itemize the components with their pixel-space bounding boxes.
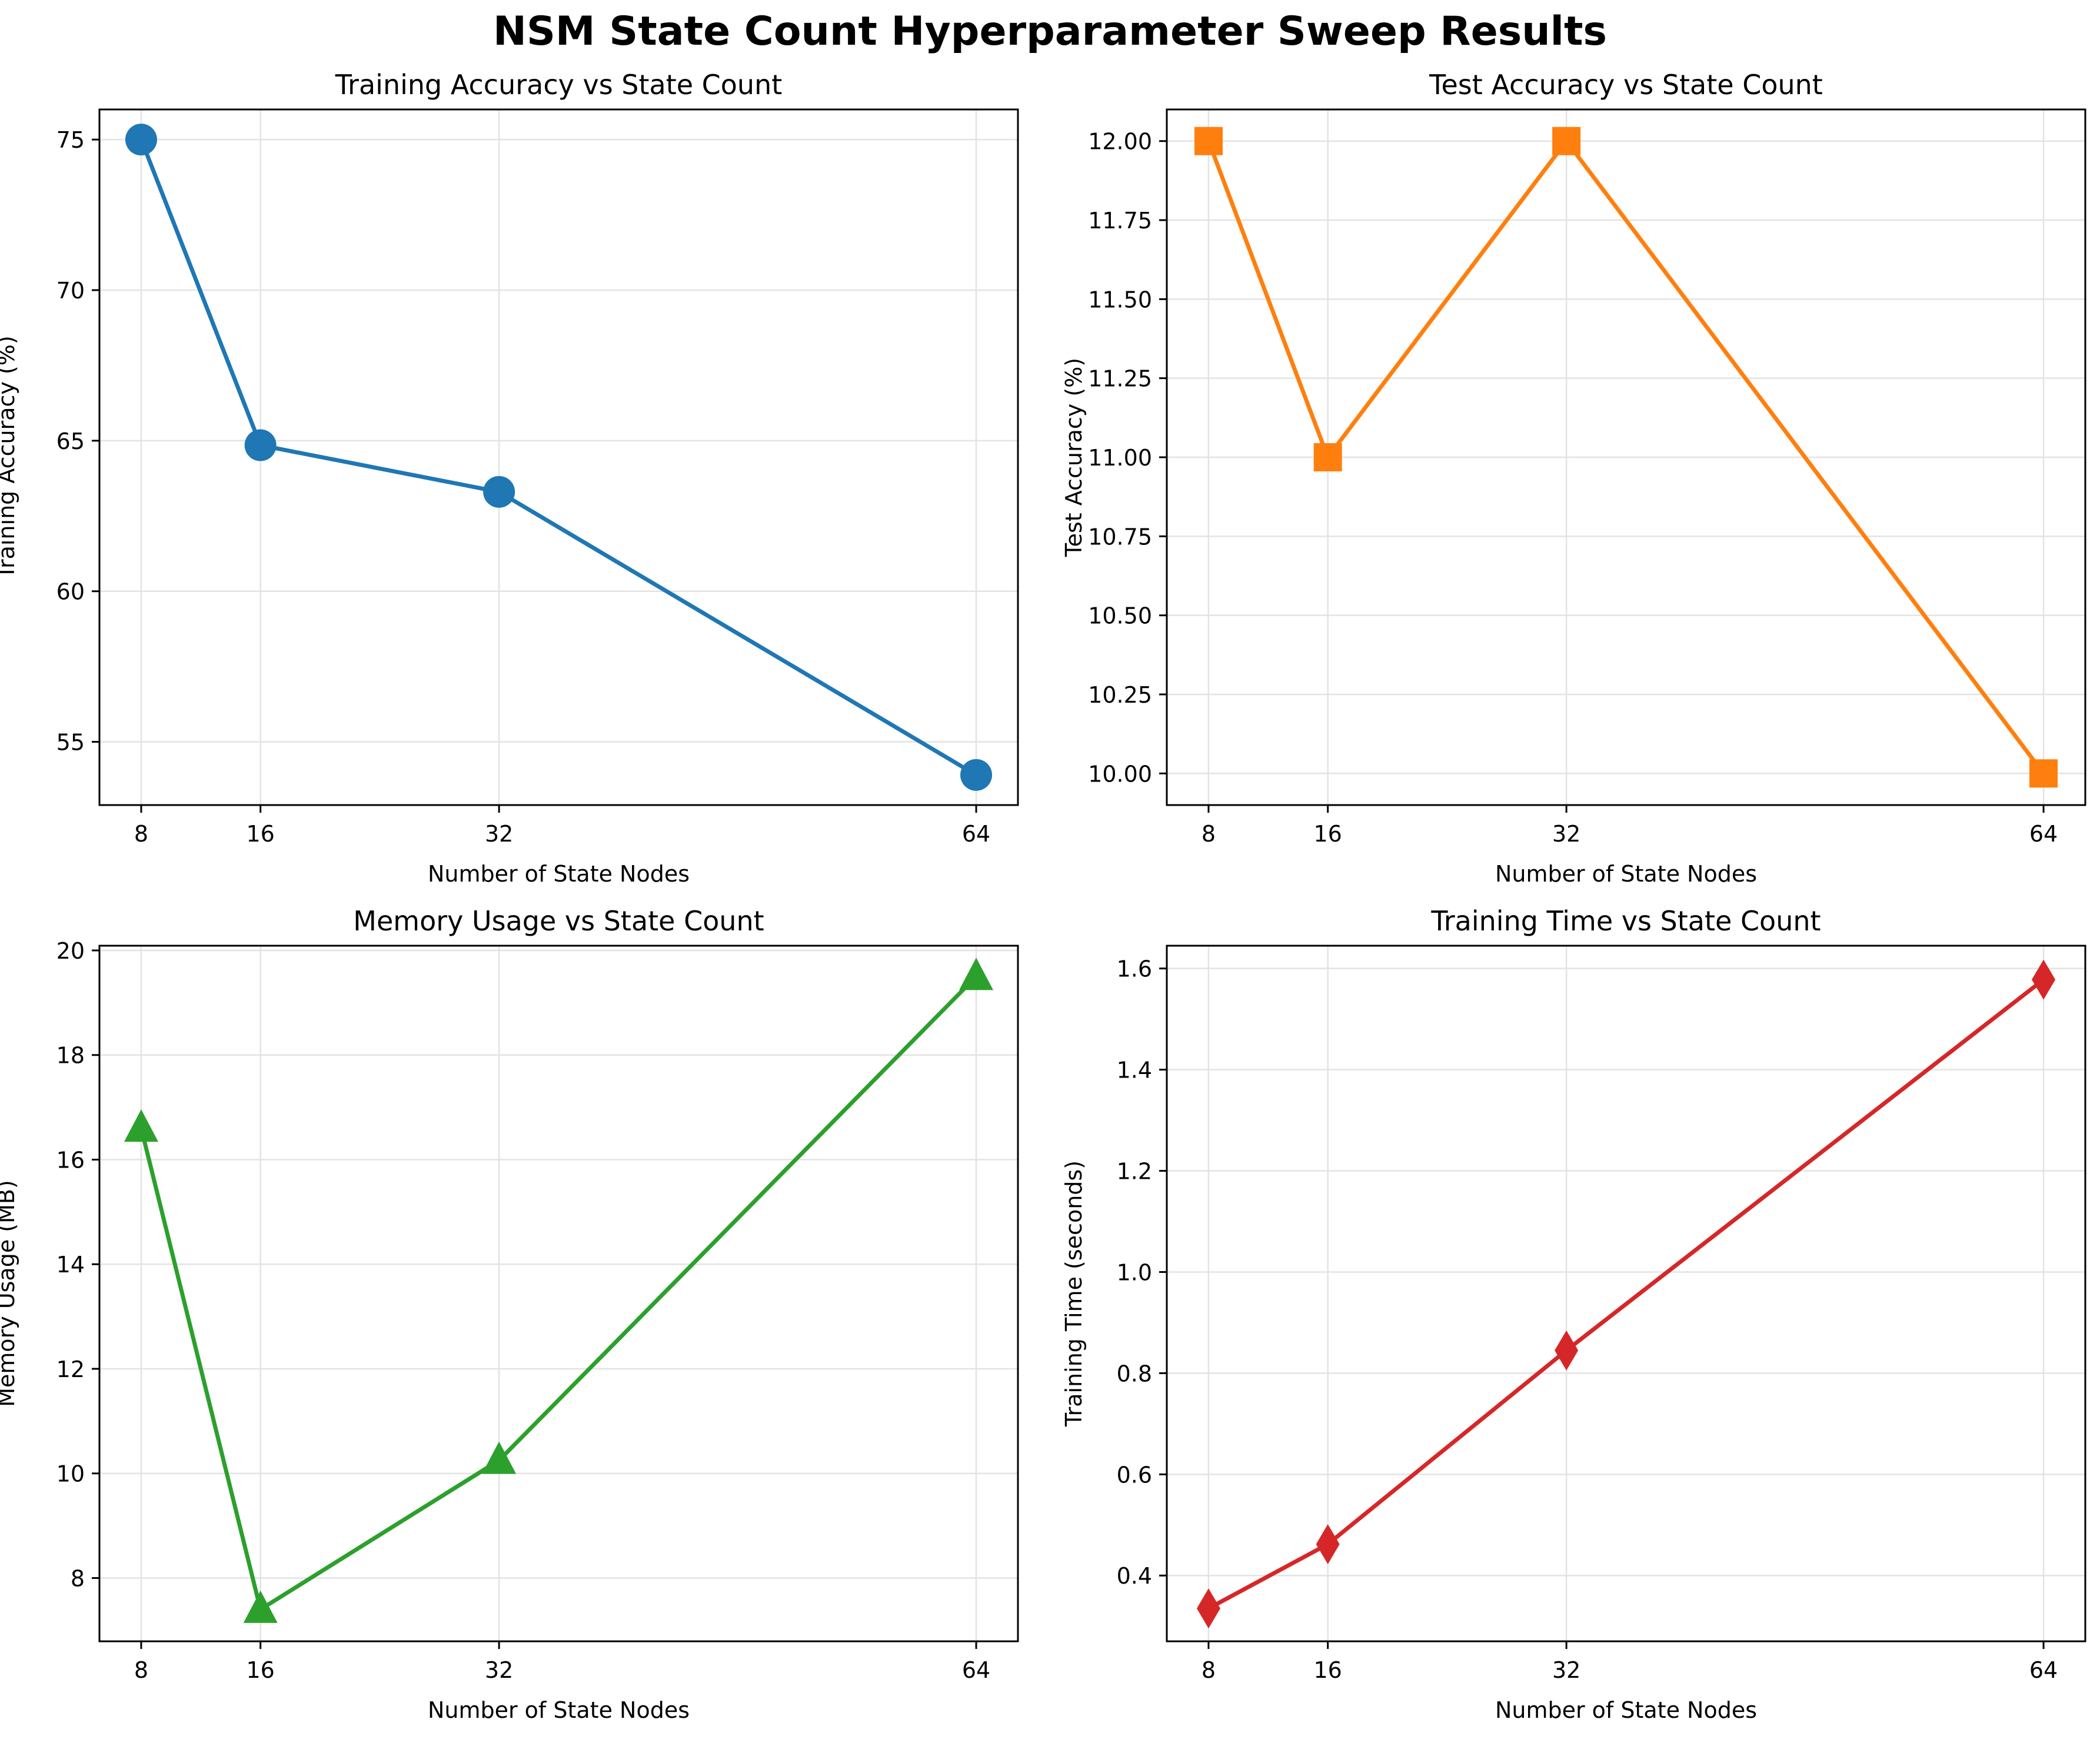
x-axis-label: Number of State Nodes [428,861,690,887]
y-axis-label: Test Accuracy (%) [1061,358,1087,557]
figure-title: NSM State Count Hyperparameter Sweep Res… [493,8,1607,55]
x-tick-label: 16 [1314,1657,1342,1683]
y-tick-label: 11.00 [1088,445,1152,471]
axes-frame [1166,945,2086,1642]
data-point [482,1441,517,1474]
y-tick-label: 65 [56,428,85,454]
data-point [244,429,277,461]
y-tick-label: 10.50 [1088,603,1152,629]
y-tick-label: 0.4 [1117,1563,1152,1589]
x-tick-label: 64 [2029,1657,2058,1683]
series-line [139,138,977,777]
data-point [124,1109,158,1142]
x-tick-label: 32 [1552,1657,1580,1683]
y-tick-label: 70 [56,278,85,304]
axes-frame [98,945,1019,1642]
data-point [1313,443,1342,471]
data-point [959,957,994,990]
y-axis-label: Training Time (seconds) [1061,1161,1087,1427]
y-axis-label: Training Accuracy (%) [0,335,19,579]
x-axis-label: Number of State Nodes [1495,1697,1757,1723]
x-tick-label: 64 [962,821,990,847]
x-tick-label: 32 [485,821,513,847]
subplot-1: 8 16 32 64 55 60 65 70 75 Training Accuracy vs St… [0,69,1019,887]
data-point [1194,127,1223,155]
series-line [1207,977,2045,1611]
y-tick-label: 1.2 [1117,1159,1152,1185]
data-point [243,1590,278,1623]
data-point [960,759,993,791]
x-tick-label: 8 [134,821,148,847]
x-tick-label: 8 [1202,1657,1216,1683]
x-tick-label: 32 [1552,821,1580,847]
x-tick-label: 16 [247,1657,275,1683]
y-tick-label: 0.8 [1117,1361,1152,1386]
y-tick-label: 1.6 [1117,956,1152,982]
data-point [1552,127,1581,155]
subplot-4: 8 16 32 64 0.4 0.6 0.8 1.0 1.2 1.4 1.6 Training Tim… [1061,905,2086,1723]
y-tick-label: 1.0 [1117,1259,1152,1285]
data-point [1196,1588,1220,1629]
data-point [483,476,515,508]
subplot-title: Training Time vs State Count [1430,905,1821,937]
y-tick-label: 10.00 [1088,761,1152,787]
y-tick-label: 20 [56,938,85,964]
subplot-3: 8 16 32 64 8 10 12 14 16 18 20 Memory Usage vs Stat… [0,905,1019,1723]
y-tick-label: 18 [56,1043,85,1069]
y-tick-label: 12.00 [1088,129,1152,155]
subplot-title: Memory Usage vs State Count [353,905,764,937]
y-tick-label: 8 [71,1565,85,1591]
x-tick-label: 32 [485,1657,513,1683]
x-axis-label: Number of State Nodes [1495,861,1757,887]
y-tick-label: 11.75 [1088,208,1152,234]
x-tick-label: 8 [134,1657,148,1683]
y-tick-label: 55 [56,730,85,756]
x-tick-label: 16 [247,821,275,847]
axes-frame [98,108,1019,806]
y-tick-label: 14 [56,1252,85,1278]
y-tick-label: 75 [56,127,85,153]
y-tick-label: 10.75 [1088,524,1152,550]
data-point [2029,759,2058,788]
subplot-title: Test Accuracy vs State Count [1429,69,1823,101]
data-point [1555,1330,1579,1371]
y-tick-label: 16 [56,1147,85,1173]
y-tick-label: 10.25 [1088,682,1152,708]
y-tick-label: 1.4 [1117,1058,1152,1083]
y-tick-label: 60 [56,579,85,605]
x-tick-label: 64 [962,1657,990,1683]
data-point [125,124,157,156]
y-tick-label: 12 [56,1356,85,1382]
y-axis-label: Memory Usage (MB) [0,1180,19,1407]
y-tick-label: 11.25 [1088,366,1152,392]
series-line [139,975,978,1612]
x-tick-label: 8 [1202,821,1216,847]
x-tick-label: 16 [1314,821,1342,847]
data-point [2032,959,2056,1000]
y-tick-label: 11.50 [1088,287,1152,312]
subplot-2: 8 16 32 64 10.00 10.25 10.50 10.75 11.00 11.25 11.… [1061,69,2086,887]
subplot-title: Training Accuracy vs State Count [335,69,783,101]
y-tick-label: 10 [56,1461,85,1487]
series-line [1206,139,2045,775]
y-tick-label: 0.6 [1117,1462,1152,1488]
x-axis-label: Number of State Nodes [428,1697,690,1723]
x-tick-label: 64 [2029,821,2058,847]
data-point [1316,1524,1340,1564]
